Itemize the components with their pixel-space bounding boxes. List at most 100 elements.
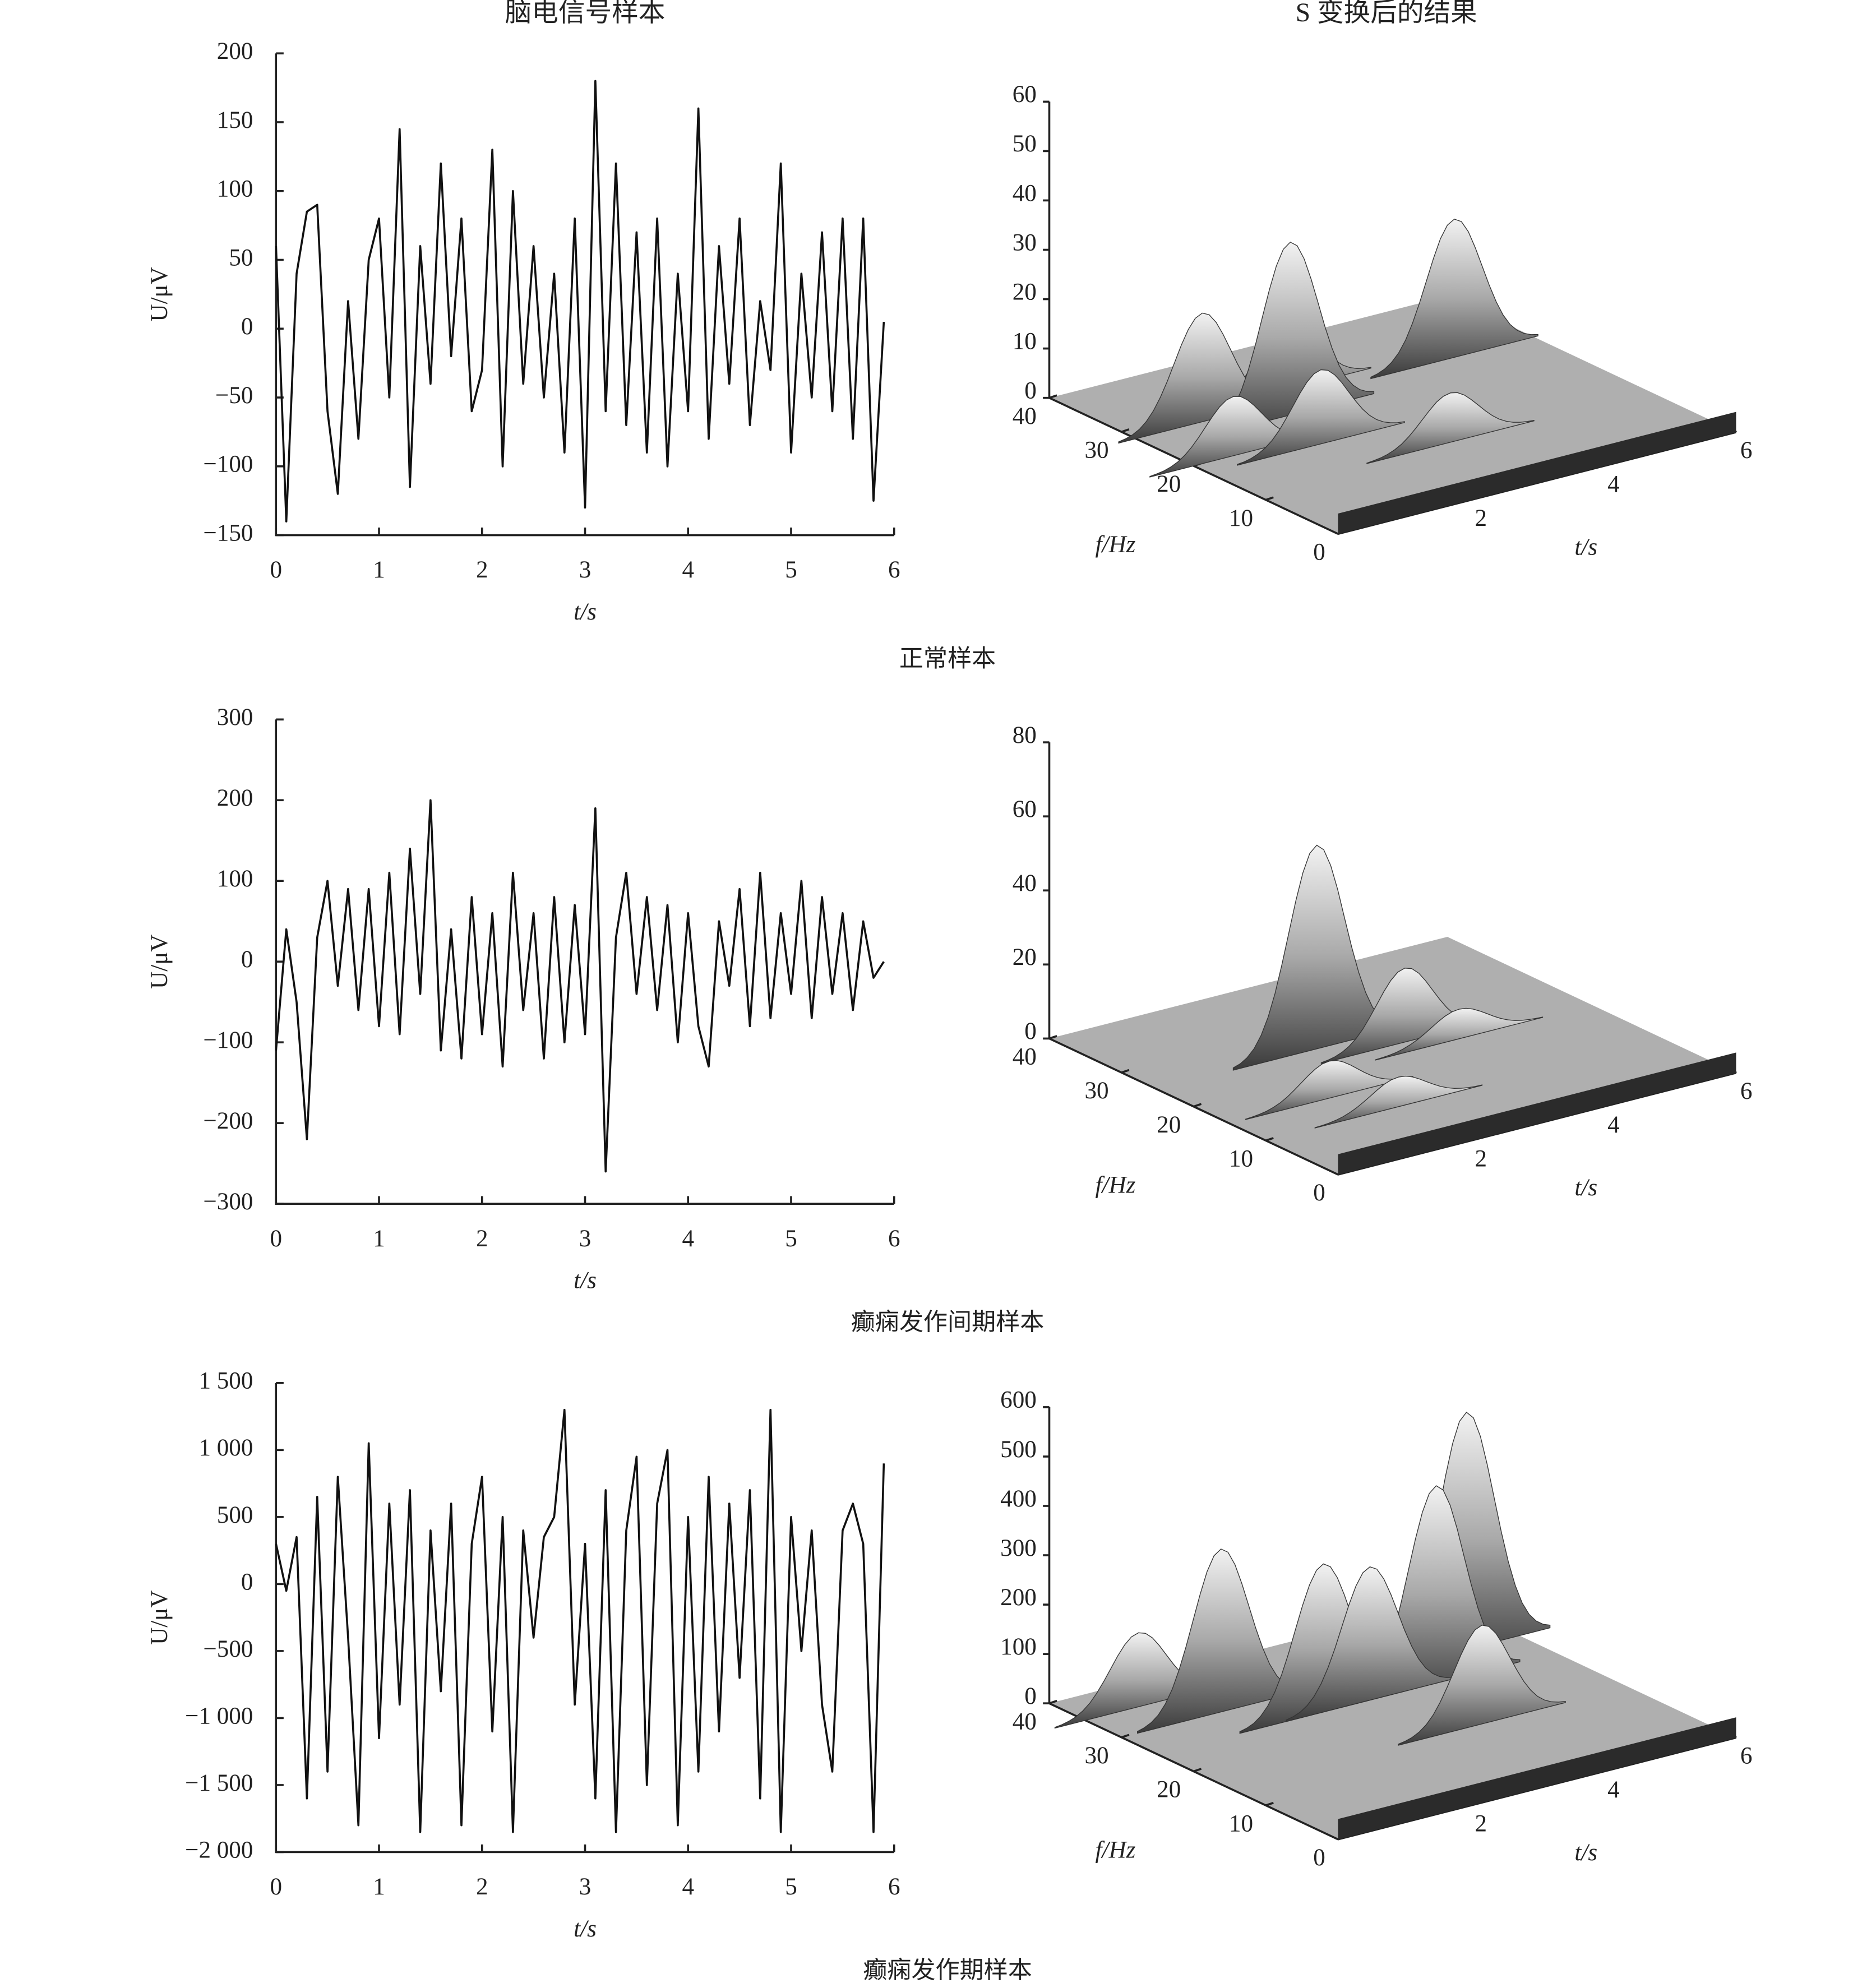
signal-line (275, 1408, 885, 1833)
f-tick (1121, 428, 1130, 433)
x-tick-label: 0 (270, 1874, 282, 1900)
f-tick-label: 10 (1229, 1146, 1253, 1172)
f-tick-label: 10 (1229, 505, 1253, 531)
y-tick-label: −100 (203, 1027, 253, 1053)
z-tick-label: 200 (1000, 1584, 1037, 1611)
f-tick (1193, 1768, 1202, 1773)
z-tick-label: 40 (1013, 180, 1037, 206)
t-axis-label: t/s (1574, 1839, 1597, 1866)
f-tick-label: 30 (1084, 1078, 1108, 1104)
y-axis-label: U/μV (146, 1591, 173, 1645)
f-tick-label: 30 (1084, 1742, 1108, 1769)
y-tick-label: −1 000 (185, 1703, 253, 1729)
x-tick-label: 1 (373, 1226, 385, 1252)
x-tick-label: 5 (785, 557, 797, 583)
x-tick-label: 3 (579, 1874, 592, 1900)
z-tick-label: 30 (1013, 229, 1037, 256)
x-tick-label: 0 (270, 1226, 282, 1252)
z-tick-label: 40 (1013, 870, 1037, 896)
y-tick-label: 1 500 (198, 1368, 253, 1394)
f-tick (1048, 1699, 1057, 1704)
t-tick-label: 6 (1740, 1743, 1753, 1769)
spectral-peak (1286, 1566, 1454, 1722)
surface-base (1338, 1717, 1736, 1839)
column-title: S 变换后的结果 (1296, 0, 1477, 27)
z-tick-label: 80 (1013, 722, 1037, 748)
f-tick (1121, 1069, 1130, 1074)
f-axis-label: f/Hz (1096, 531, 1136, 558)
f-tick-label: 40 (1013, 1044, 1037, 1070)
f-tick-label: 20 (1157, 1112, 1181, 1138)
spectral-peak (1314, 1075, 1483, 1129)
f-tick-label: 20 (1157, 471, 1181, 497)
f-tick (1048, 1035, 1057, 1040)
f-tick-label: 40 (1013, 403, 1037, 429)
axes (275, 719, 894, 1205)
t-tick-label: 2 (1475, 505, 1487, 531)
y-axis-label: U/μV (146, 267, 173, 321)
y-tick-label: 0 (241, 1569, 253, 1595)
y-tick-label: 500 (217, 1502, 253, 1528)
spectral-peak (1370, 219, 1538, 380)
x-tick-label: 2 (476, 557, 488, 583)
axes (275, 53, 894, 537)
z-tick-label: 0 (1024, 1683, 1037, 1709)
t-tick-label: 4 (1607, 1777, 1620, 1803)
y-tick-label: 200 (217, 785, 253, 811)
row-caption: 正常样本 (899, 646, 996, 672)
x-tick-label: 1 (373, 1874, 385, 1900)
f-tick-label: 20 (1157, 1777, 1181, 1803)
t-axis-label: t/s (1574, 1175, 1597, 1201)
z-tick-label: 60 (1013, 81, 1037, 108)
z-tick-label: 60 (1013, 796, 1037, 822)
y-tick-label: −300 (203, 1189, 253, 1215)
spectral-peak (1398, 1625, 1566, 1746)
y-tick-label: −150 (203, 520, 253, 546)
f-tick-label: 0 (1313, 539, 1325, 565)
y-tick-label: −50 (215, 382, 253, 409)
spectral-peak (1366, 392, 1535, 464)
y-tick-label: 100 (217, 866, 253, 892)
z-tick-label: 300 (1000, 1535, 1037, 1561)
z-tick-label: 50 (1013, 131, 1037, 157)
f-tick (1121, 1734, 1130, 1739)
x-tick-label: 4 (682, 1874, 694, 1900)
z-tick-label: 20 (1013, 279, 1037, 305)
z-tick-label: 600 (1000, 1387, 1037, 1413)
z-tick-label: 400 (1000, 1486, 1037, 1512)
f-tick (1265, 1801, 1274, 1806)
x-tick-label: 3 (579, 557, 592, 583)
x-tick-label: 2 (476, 1226, 488, 1252)
z-tick-label: 100 (1000, 1634, 1037, 1660)
z-tick-label: 10 (1013, 328, 1037, 354)
signal-line (275, 799, 885, 1173)
x-tick-label: 1 (373, 557, 385, 583)
x-axis-label: t/s (574, 599, 597, 625)
surface-base (1338, 412, 1736, 534)
signal-line (275, 80, 885, 523)
z-tick-label: 0 (1024, 377, 1037, 404)
x-tick-label: 5 (785, 1874, 797, 1900)
z-tick-label: 20 (1013, 944, 1037, 970)
x-tick-label: 4 (682, 557, 694, 583)
z-tick-label: 0 (1024, 1018, 1037, 1044)
x-tick-label: 6 (888, 557, 900, 583)
y-tick-label: 150 (217, 107, 253, 133)
f-tick (1193, 1103, 1202, 1108)
z-tick-label: 500 (1000, 1436, 1037, 1463)
x-tick-label: 3 (579, 1226, 592, 1252)
t-tick-label: 2 (1475, 1811, 1487, 1837)
spectral-peak (1375, 1007, 1544, 1061)
f-axis-label: f/Hz (1096, 1172, 1136, 1199)
spectral-peak (1237, 369, 1405, 466)
x-tick-label: 6 (888, 1226, 900, 1252)
y-tick-label: −1 500 (185, 1770, 253, 1796)
y-tick-label: −200 (203, 1108, 253, 1134)
row-caption: 癫痫发作期样本 (863, 1958, 1032, 1983)
f-tick (1048, 394, 1057, 399)
y-tick-label: 50 (229, 244, 253, 271)
x-axis-label: t/s (574, 1268, 597, 1294)
x-tick-label: 5 (785, 1226, 797, 1252)
column-title: 脑电信号样本 (505, 0, 666, 27)
